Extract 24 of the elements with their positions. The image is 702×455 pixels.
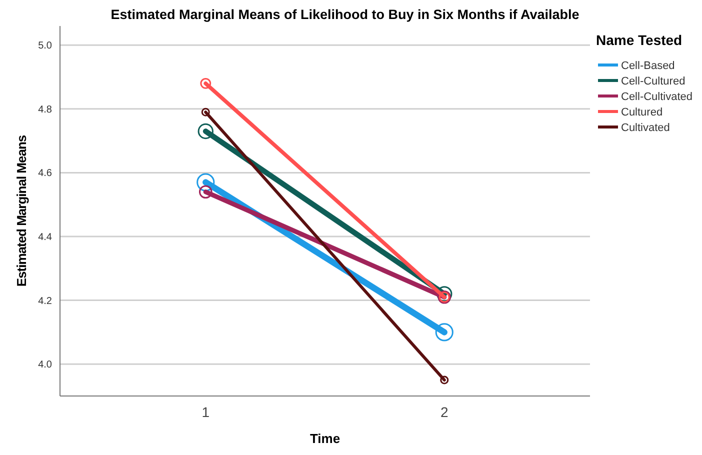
chart-title: Estimated Marginal Means of Likelihood to Buy in Six Months if Available: [110, 7, 580, 22]
point: [200, 78, 212, 89]
legend-label: Cell-Cultured: [621, 75, 686, 88]
y-tick-label: 4.2: [38, 296, 52, 307]
y-tick-label: 5.0: [38, 40, 52, 52]
x-tick-label: 1: [202, 404, 210, 420]
point: [198, 123, 214, 140]
legend-title: Name Tested: [596, 32, 682, 48]
legend-label: Cultivated: [621, 122, 670, 134]
y-axis-title: Estimated Marginal Means: [14, 135, 29, 287]
y-tick-label: 4.4: [38, 232, 52, 244]
y-tick-label: 4.0: [38, 360, 52, 371]
point: [201, 108, 210, 116]
legend-label: Cell-Based: [621, 60, 675, 72]
y-tick-label: 4.8: [38, 104, 52, 116]
x-tick-label: 2: [440, 404, 448, 420]
legend-label: Cultured: [621, 106, 663, 118]
legend-label: Cell-Cultivated: [621, 90, 693, 103]
point: [196, 173, 215, 192]
point: [435, 323, 454, 342]
point: [198, 185, 212, 199]
x-axis-title: Time: [310, 431, 340, 446]
point: [440, 376, 449, 384]
y-tick-label: 4.6: [38, 168, 52, 180]
